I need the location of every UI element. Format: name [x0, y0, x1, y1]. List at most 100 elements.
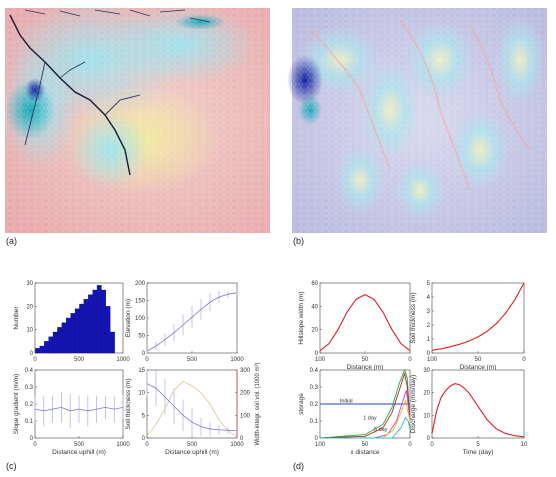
x-tick-label: 500: [187, 442, 198, 448]
data-line: [146, 383, 238, 432]
histogram-bar: [92, 289, 98, 354]
y-tick-label: 0.1: [25, 419, 34, 425]
y2-tick-label: 100: [240, 413, 251, 419]
x-tick-label: 500: [74, 442, 85, 448]
x-axis-label: Distance (m): [347, 364, 384, 371]
histogram-bar: [57, 327, 62, 354]
y-tick-label: 4: [427, 295, 431, 301]
y-tick-label: 10: [26, 328, 33, 334]
y-tick-label: 0: [315, 436, 319, 442]
x-tick-label: 0: [522, 357, 526, 363]
y-tick-label: 0.4: [310, 368, 319, 374]
x-tick-label: 0: [430, 442, 434, 448]
y-tick-label: 0: [142, 351, 146, 357]
x-axis-label: Distance uphill (m): [165, 449, 219, 456]
y-tick-label: 0: [142, 436, 146, 442]
x-tick-label: 1000: [230, 357, 244, 363]
y-tick-label: 20: [423, 391, 430, 397]
y-tick-label: 0: [315, 351, 319, 357]
x-tick-label: 1000: [116, 442, 130, 448]
y-tick-label: 2: [427, 323, 431, 329]
x-tick-label: 0: [408, 442, 412, 448]
y-tick-label: 150: [135, 299, 146, 305]
y-tick-label: 0.2: [25, 402, 34, 408]
x-tick-label: 0: [408, 357, 412, 363]
histogram-bar: [66, 317, 71, 354]
y-axis-label: Discharge (mm/day): [410, 375, 417, 434]
y-axis-label: Number: [13, 306, 20, 330]
y-tick-label: 40: [311, 304, 318, 310]
y-tick-label: 30: [26, 281, 33, 287]
y-axis-label: Elevation (m): [125, 299, 132, 337]
plot-frame-4: [319, 282, 411, 354]
y-tick-label: 200: [135, 281, 146, 287]
x-tick-label: 0: [145, 357, 149, 363]
y-tick-label: 0: [30, 436, 34, 442]
annotation-5day: 5 day: [374, 427, 388, 433]
data-line: [431, 282, 525, 351]
histogram-bar: [110, 331, 115, 354]
x-tick-label: 500: [187, 357, 198, 363]
x-tick-label: 50: [362, 357, 369, 363]
x-tick-label: 0: [33, 357, 37, 363]
y-tick-label: 30: [423, 368, 430, 374]
x-tick-label: 1000: [230, 442, 244, 448]
y-tick-label: 50: [138, 334, 145, 340]
histogram-bar: [101, 289, 106, 354]
histogram-bar: [35, 348, 40, 354]
y-axis-label: Slope gradient (m/m): [13, 374, 20, 435]
y-tick-label: 1: [427, 337, 431, 343]
histogram-bar: [52, 331, 58, 354]
x-tick-label: 50: [475, 357, 482, 363]
annotation-1day: 1 day: [363, 415, 377, 421]
data-line: [146, 292, 238, 352]
panel-label-b: (b): [293, 236, 304, 246]
y-tick-label: 0: [30, 351, 34, 357]
y-tick-label: 20: [26, 304, 33, 310]
plot-frame-7: [431, 369, 525, 439]
panel-label-c: (c): [6, 461, 17, 471]
histogram-bar: [70, 313, 76, 354]
data-line: [431, 383, 525, 438]
x-axis-label: Time (day): [463, 449, 494, 456]
y-axis-label: Soil thickness (m): [125, 378, 132, 429]
y-tick-label: 0: [427, 351, 431, 357]
y-tick-label: 0.3: [25, 385, 34, 391]
histogram-bar: [74, 308, 80, 354]
data-line: [34, 406, 124, 412]
y-tick-label: 60: [311, 281, 318, 287]
y-tick-label: 3: [427, 309, 431, 315]
y2-tick-label: 0: [240, 436, 244, 442]
histogram-bar: [105, 306, 111, 354]
histogram-bar: [61, 322, 67, 354]
y-tick-label: 0: [427, 436, 431, 442]
x-tick-label: 100: [315, 357, 326, 363]
x-tick-label: 10: [521, 442, 528, 448]
panel-label-d: (d): [293, 461, 304, 471]
x-tick-label: 50: [362, 442, 369, 448]
x-axis-label: Distance (m): [460, 364, 497, 371]
x-tick-label: 0: [145, 442, 149, 448]
histogram-bar: [83, 299, 89, 354]
x-tick-label: 100: [315, 442, 326, 448]
y-tick-label: 100: [135, 316, 146, 322]
volume-line: [146, 380, 238, 438]
storage-series-line: [319, 373, 411, 439]
histogram-bar: [39, 345, 45, 354]
y-tick-label: 0.4: [25, 368, 34, 374]
x-tick-label: 100: [427, 357, 438, 363]
y-tick-label: 10: [423, 413, 430, 419]
y2-tick-label: 200: [240, 391, 251, 397]
y-tick-label: 0.2: [310, 402, 319, 408]
y2-axis-label: Width-integr. soil vol. (1000 m³): [255, 362, 261, 445]
x-tick-label: 5: [476, 442, 480, 448]
histogram-bar: [79, 303, 84, 354]
histogram-bar: [96, 285, 102, 354]
annotation-initial: Initial: [340, 398, 353, 404]
x-tick-label: 0: [33, 442, 37, 448]
x-tick-label: 500: [74, 357, 85, 363]
y-tick-label: 5: [142, 413, 146, 419]
histogram-bar: [48, 336, 54, 354]
x-axis-label: Distance uphill (m): [52, 449, 106, 456]
